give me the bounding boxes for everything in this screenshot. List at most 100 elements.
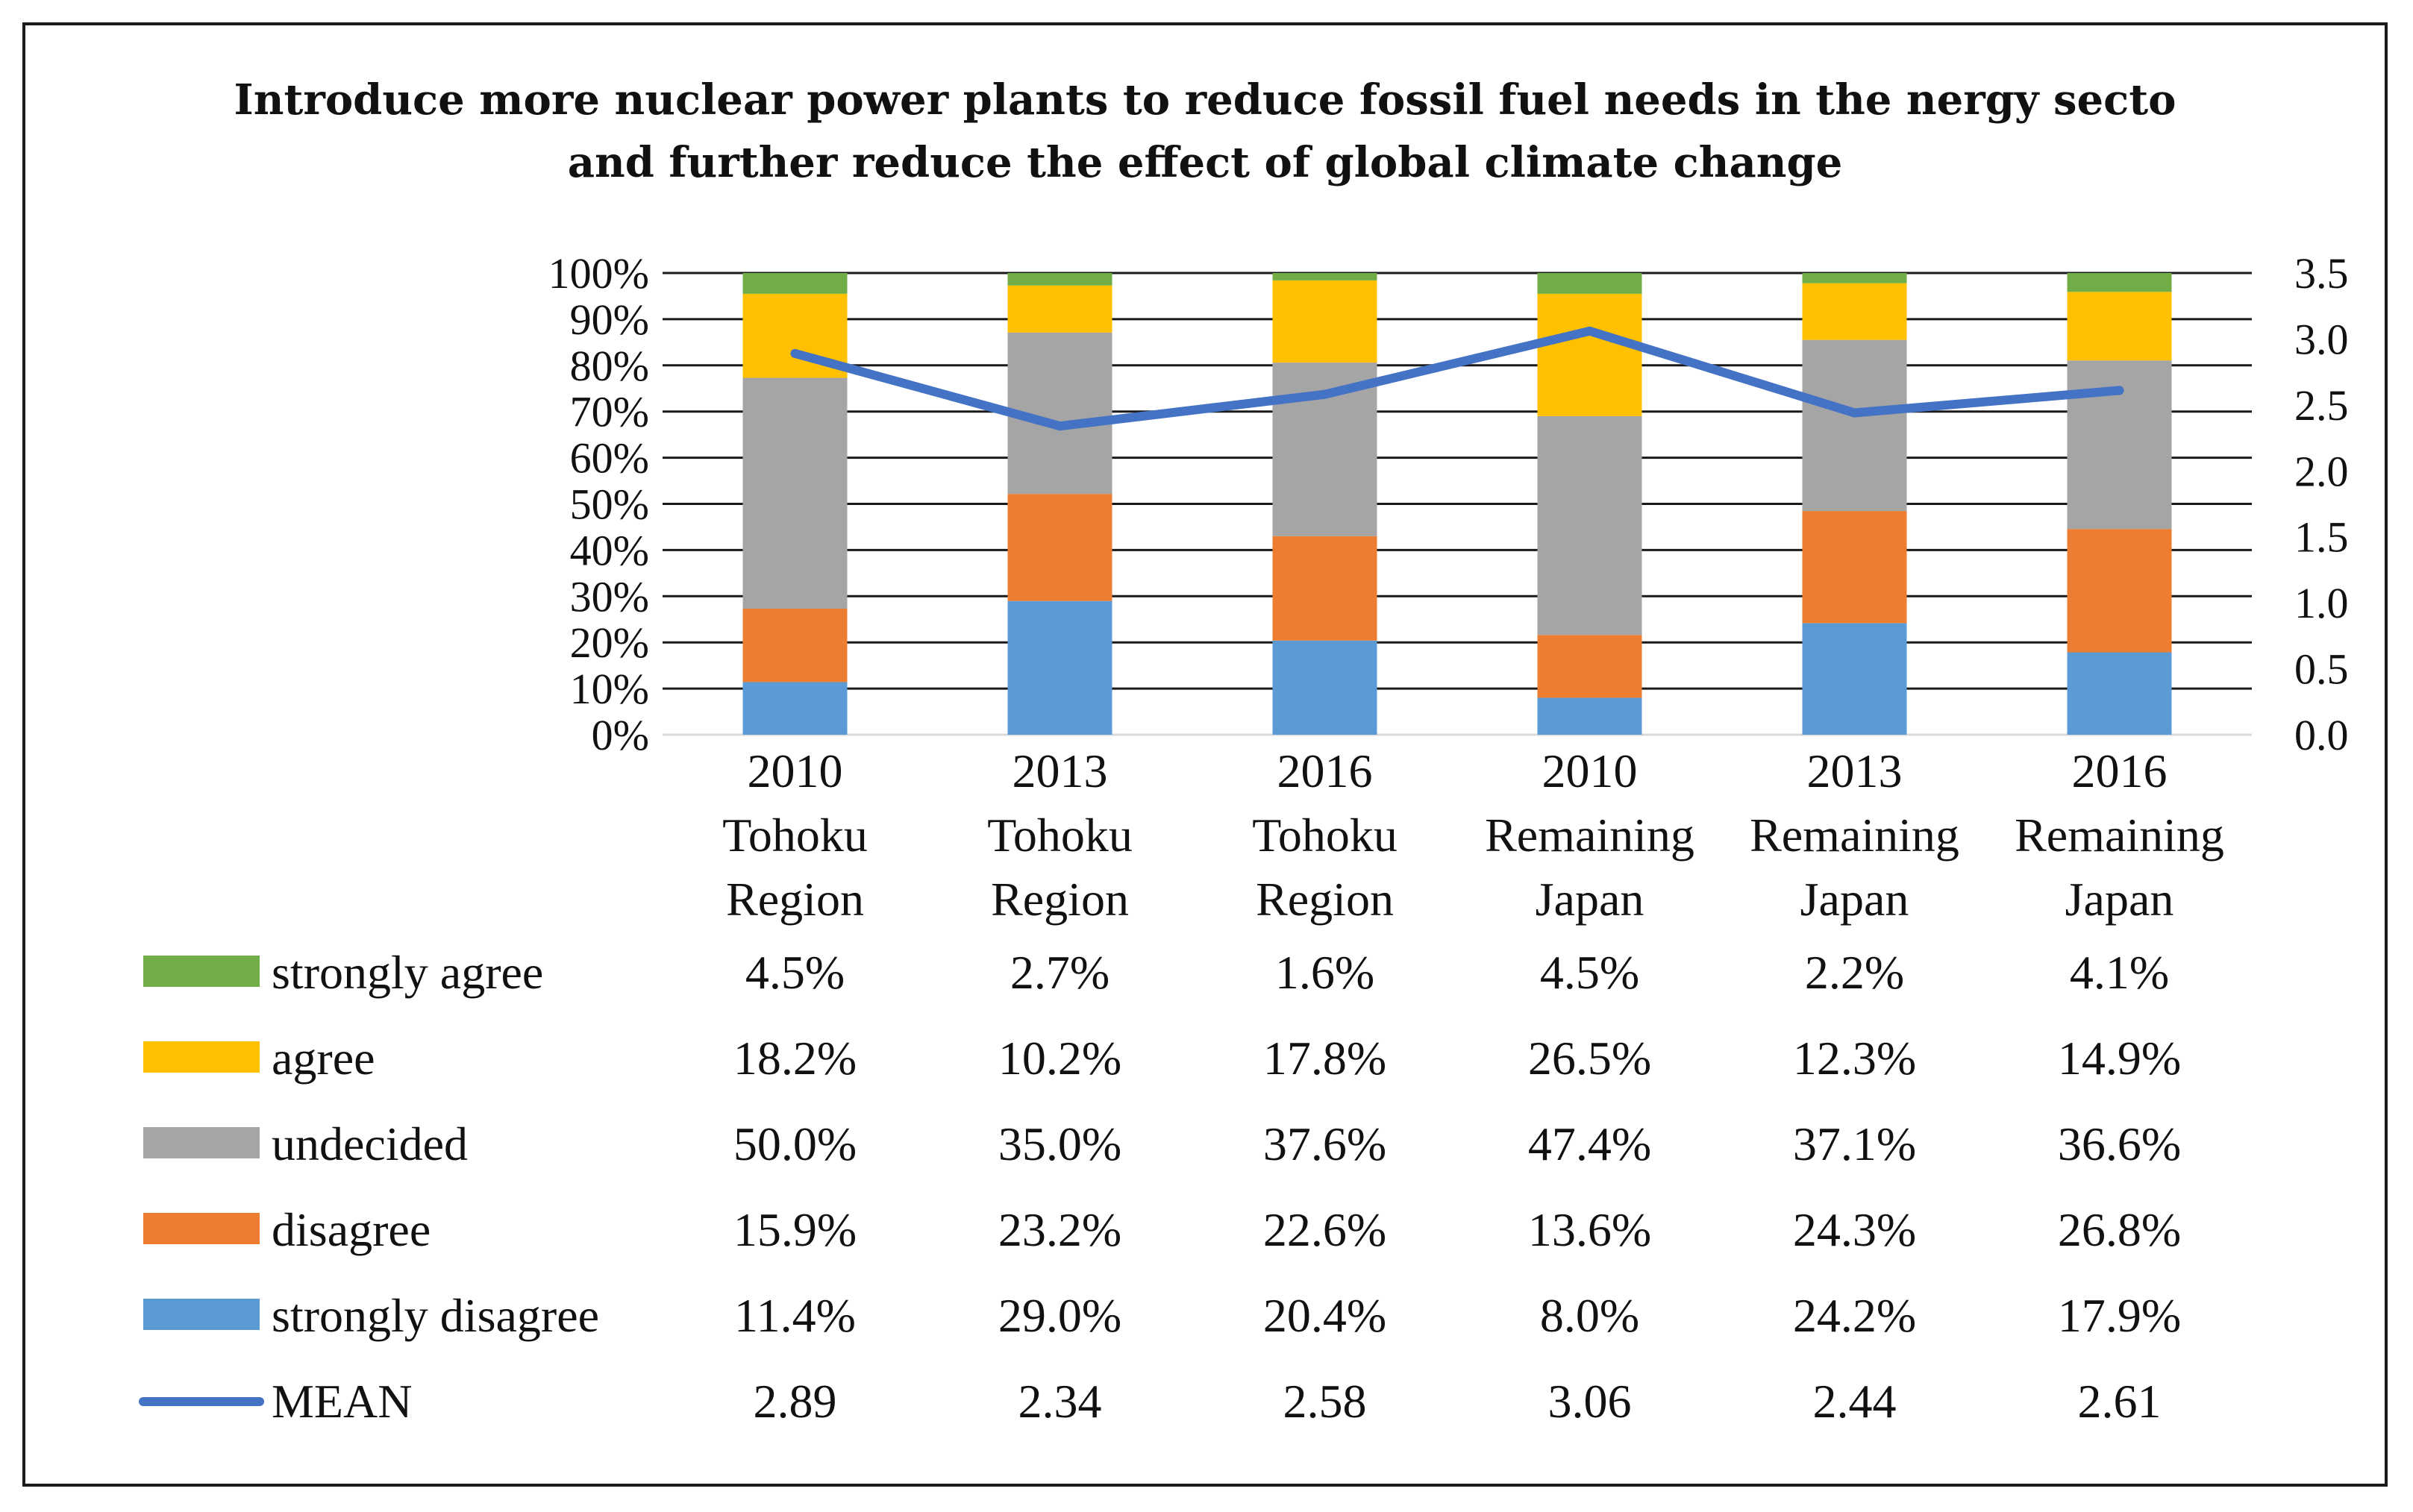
data-table-cell: 2.2% bbox=[1805, 946, 1904, 999]
data-table-cell: 26.8% bbox=[2058, 1203, 2181, 1256]
bar-segment-strongly-agree bbox=[2067, 273, 2172, 292]
category-label: 2010 bbox=[748, 744, 843, 797]
bar-segment-strongly-disagree bbox=[1802, 623, 1907, 735]
legend-swatch-strongly-agree bbox=[143, 956, 260, 987]
bar-segment-agree bbox=[1537, 293, 1642, 416]
bar-segment-strongly-agree bbox=[1802, 273, 1907, 283]
left-axis-tick-label: 0% bbox=[592, 711, 649, 759]
chart-title-line-2: and further reduce the effect of global … bbox=[567, 138, 1843, 187]
mean-point bbox=[1055, 421, 1065, 431]
data-table-cell: 37.1% bbox=[1793, 1117, 1916, 1170]
bar-segment-agree bbox=[1007, 285, 1112, 333]
data-table-cell: 18.2% bbox=[733, 1032, 857, 1085]
data-table-cell: 8.0% bbox=[1540, 1289, 1639, 1342]
left-axis-tick-label: 100% bbox=[548, 249, 649, 298]
data-table-cell: 2.61 bbox=[2078, 1375, 2162, 1428]
bar-segment-undecided bbox=[1537, 415, 1642, 636]
legend-swatch-strongly-disagree bbox=[143, 1299, 260, 1330]
category-label: Tohoku bbox=[1252, 809, 1398, 862]
right-axis-tick-label: 1.0 bbox=[2294, 579, 2349, 627]
data-table-cell: 14.9% bbox=[2058, 1032, 2181, 1085]
data-table-cell: 37.6% bbox=[1263, 1117, 1386, 1170]
category-label: Region bbox=[991, 873, 1129, 926]
left-axis-tick-label: 70% bbox=[570, 388, 649, 436]
bar-segment-disagree bbox=[742, 609, 848, 683]
category-label: Remaining bbox=[2015, 809, 2224, 862]
legend-swatch-undecided bbox=[143, 1127, 260, 1158]
right-axis-tick-label: 2.0 bbox=[2294, 447, 2349, 495]
bar-segment-strongly-agree bbox=[1007, 273, 1112, 286]
data-table-cell: 1.6% bbox=[1275, 946, 1374, 999]
left-axis-tick-label: 60% bbox=[570, 434, 649, 483]
left-axis-tick-label: 80% bbox=[570, 342, 649, 390]
data-table-cell: 29.0% bbox=[998, 1289, 1121, 1342]
right-axis-tick-label: 0.5 bbox=[2294, 645, 2349, 694]
legend-label: strongly agree bbox=[272, 946, 543, 999]
bar-segment-strongly-disagree bbox=[1272, 640, 1377, 735]
data-table-cell: 4.1% bbox=[2070, 946, 2169, 999]
right-axis-tick-label: 1.5 bbox=[2294, 513, 2349, 562]
category-label: Region bbox=[726, 873, 864, 926]
right-axis-tick-label: 2.5 bbox=[2294, 381, 2349, 430]
legend-label: strongly disagree bbox=[272, 1289, 599, 1342]
category-label: Japan bbox=[2065, 873, 2174, 926]
data-table-cell: 35.0% bbox=[998, 1117, 1121, 1170]
right-axis-tick-label: 3.5 bbox=[2294, 249, 2349, 298]
category-label: 2010 bbox=[1542, 744, 1638, 797]
legend-label: disagree bbox=[272, 1203, 431, 1256]
bar-segment-strongly-disagree bbox=[1007, 600, 1112, 735]
data-table-cell: 2.44 bbox=[1813, 1375, 1897, 1428]
bar-segment-strongly-disagree bbox=[742, 682, 848, 735]
data-table-cell: 24.3% bbox=[1793, 1203, 1916, 1256]
bar-segment-agree bbox=[1272, 280, 1377, 363]
bar-segment-undecided bbox=[742, 377, 848, 609]
right-axis-tick-label: 0.0 bbox=[2294, 711, 2349, 759]
data-table-cell: 50.0% bbox=[733, 1117, 857, 1170]
legend-swatch-disagree bbox=[143, 1213, 260, 1244]
bar-segment-strongly-disagree bbox=[1537, 697, 1642, 735]
bar-segment-agree bbox=[1802, 283, 1907, 340]
category-label: Tohoku bbox=[722, 809, 868, 862]
category-label: Remaining bbox=[1750, 809, 1959, 862]
chart-title-line-1: Introduce more nuclear power plants to r… bbox=[234, 75, 2176, 125]
bar-segment-strongly-disagree bbox=[2067, 652, 2172, 735]
bar-segment-undecided bbox=[1802, 339, 1907, 512]
left-axis-tick-label: 50% bbox=[570, 480, 649, 529]
bar-segment-strongly-agree bbox=[1537, 273, 1642, 294]
data-table-cell: 2.89 bbox=[754, 1375, 837, 1428]
left-axis-tick-label: 20% bbox=[570, 618, 649, 667]
data-table-cell: 26.5% bbox=[1528, 1032, 1651, 1085]
mean-point bbox=[790, 348, 800, 358]
mean-point bbox=[1320, 389, 1330, 399]
chart-title: Introduce more nuclear power plants to r… bbox=[22, 69, 2388, 194]
data-table-cell: 20.4% bbox=[1263, 1289, 1386, 1342]
mean-point bbox=[2115, 386, 2124, 395]
data-table-cell: 4.5% bbox=[1540, 946, 1639, 999]
data-table-cell: 17.8% bbox=[1263, 1032, 1386, 1085]
category-label: Japan bbox=[1536, 873, 1644, 926]
data-table-cell: 47.4% bbox=[1528, 1117, 1651, 1170]
mean-point bbox=[1850, 408, 1859, 418]
left-axis-tick-label: 10% bbox=[570, 665, 649, 713]
data-table-cell: 2.34 bbox=[1018, 1375, 1102, 1428]
legend-label: undecided bbox=[272, 1117, 468, 1170]
category-label: Tohoku bbox=[987, 809, 1133, 862]
bar-segment-disagree bbox=[1007, 494, 1112, 601]
data-table-cell: 10.2% bbox=[998, 1032, 1121, 1085]
data-table-cell: 2.58 bbox=[1283, 1375, 1367, 1428]
mean-series-line bbox=[790, 326, 2124, 431]
legend-label: agree bbox=[272, 1032, 375, 1085]
legend-label: MEAN bbox=[272, 1375, 412, 1428]
left-axis-tick-label: 90% bbox=[570, 295, 649, 344]
bar-segment-strongly-agree bbox=[742, 273, 848, 294]
chart-frame bbox=[22, 22, 2388, 1487]
category-label: Remaining bbox=[1485, 809, 1694, 862]
data-table-cell: 2.7% bbox=[1010, 946, 1110, 999]
category-label: Japan bbox=[1800, 873, 1909, 926]
bar-segment-disagree bbox=[1272, 536, 1377, 641]
left-axis-tick-label: 40% bbox=[570, 526, 649, 574]
data-table-cell: 13.6% bbox=[1528, 1203, 1651, 1256]
right-axis-tick-label: 3.0 bbox=[2294, 315, 2349, 363]
data-table-cell: 36.6% bbox=[2058, 1117, 2181, 1170]
